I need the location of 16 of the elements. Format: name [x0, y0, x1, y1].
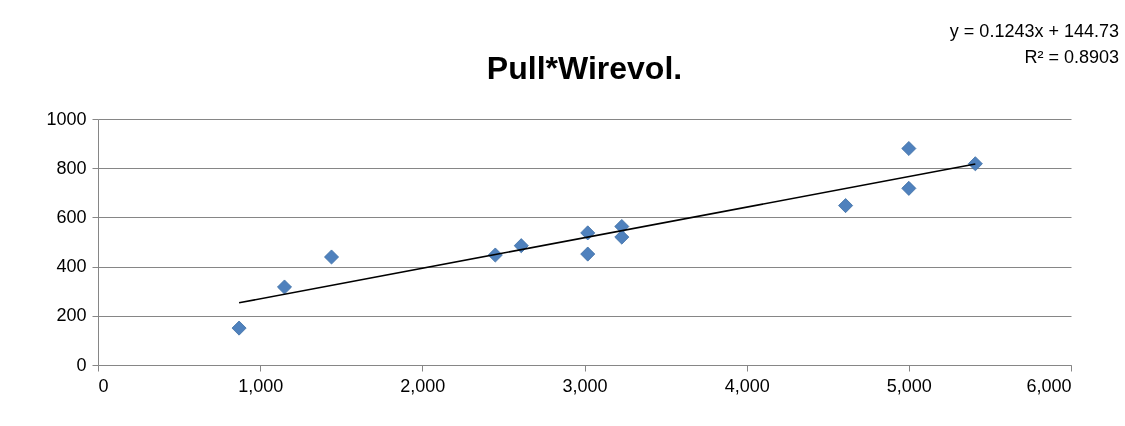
- y-tick-label: 200: [56, 305, 87, 326]
- x-tick-label: 0: [98, 375, 109, 396]
- text: y = 0.1243x + 144.73: [949, 20, 1119, 43]
- x-tick-label: 6,000: [1026, 375, 1072, 396]
- text: R² = 0.8903: [1023, 46, 1119, 69]
- x-tick-label: 1,000: [238, 375, 284, 396]
- y-tick-label: 600: [56, 206, 87, 227]
- y-tick-label: 400: [56, 256, 87, 277]
- x-tick-label: 2,000: [400, 375, 446, 396]
- x-tick-label: 3,000: [562, 375, 608, 396]
- chart-title: Pull*Wirevol.: [486, 50, 683, 86]
- y-tick-label: 800: [56, 157, 87, 178]
- x-tick-label: 5,000: [886, 375, 932, 396]
- x-tick-label: 4,000: [724, 375, 770, 396]
- y-tick-label: 1000: [46, 108, 87, 129]
- y-tick-label: 0: [76, 354, 87, 375]
